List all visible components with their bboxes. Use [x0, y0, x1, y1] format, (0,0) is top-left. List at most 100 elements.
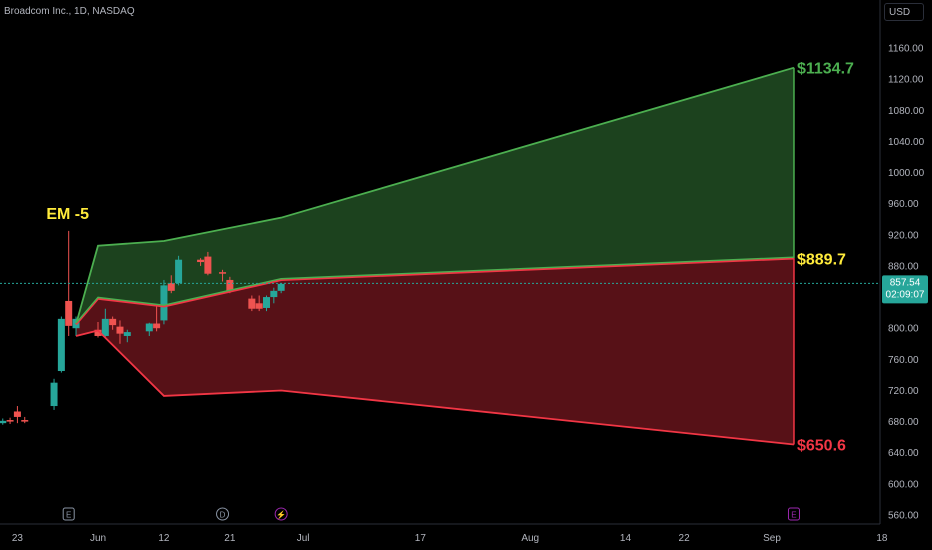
mid-target-label: $889.7 [797, 251, 846, 268]
candle-body [13, 411, 21, 417]
em-label: EM -5 [46, 206, 89, 223]
time-tick-label: 17 [415, 533, 427, 544]
price-tick-label: 560.00 [888, 511, 919, 522]
candle[interactable] [101, 308, 109, 339]
candle-body [65, 300, 73, 326]
candle[interactable] [255, 295, 263, 312]
price-tick-label: 600.00 [888, 479, 919, 490]
candle[interactable] [160, 279, 168, 325]
candle[interactable] [197, 258, 205, 266]
event-marker[interactable]: D [216, 507, 230, 521]
candle-body [153, 323, 161, 329]
candle-body [116, 326, 124, 334]
price-tick-label: 800.00 [888, 324, 919, 335]
candle-body [145, 323, 153, 332]
price-tick-label: 1000.00 [888, 168, 925, 179]
candle-body [167, 283, 175, 291]
last-price-badge-bg [882, 275, 928, 304]
candle-body [175, 259, 183, 284]
earnings-marker-icon [62, 507, 75, 521]
upper-range-fill [76, 67, 794, 325]
price-tick-label: 1160.00 [888, 44, 924, 55]
candle-body [263, 297, 270, 308]
candle-body [197, 259, 205, 263]
mid-band-line-green [75, 256, 795, 324]
candle[interactable] [145, 322, 153, 336]
candle[interactable] [0, 418, 7, 425]
candle-body [0, 420, 7, 424]
price-tick-label: 640.00 [888, 448, 919, 459]
event-marker[interactable]: ⚡ [274, 507, 288, 521]
time-tick-label: 12 [158, 533, 170, 544]
candle-body [123, 332, 131, 336]
last-price-value: 857.54 [890, 277, 921, 288]
event-marker-letter: E [791, 511, 796, 520]
bar-countdown: 02:09:07 [886, 289, 925, 300]
candle-body [6, 420, 14, 422]
candle[interactable] [204, 251, 212, 276]
candle[interactable] [123, 329, 131, 343]
last-price-badge: 857.54 02:09:07 [882, 275, 928, 304]
price-tick-label: 920.00 [888, 230, 919, 241]
dividend-marker-icon [216, 507, 230, 521]
candle-body [50, 382, 58, 407]
lower-range-fill [76, 258, 794, 445]
candle[interactable] [50, 378, 58, 410]
currency-button[interactable]: USD [884, 3, 924, 21]
candle-body [57, 318, 65, 372]
price-tick-label: 1040.00 [888, 137, 925, 148]
candle[interactable] [21, 416, 29, 424]
price-tick-label: 760.00 [888, 355, 919, 366]
candle[interactable] [219, 269, 227, 282]
time-tick-label: Aug [521, 533, 539, 544]
candle-body [219, 272, 227, 274]
time-tick-label: 23 [12, 533, 24, 544]
candle[interactable] [175, 255, 183, 286]
time-tick-label: Sep [763, 533, 781, 544]
split-marker-icon [274, 507, 288, 521]
candle[interactable] [116, 320, 124, 344]
candle-body [226, 279, 234, 291]
candle-body [109, 318, 117, 326]
earnings-marker-icon [787, 507, 800, 521]
price-tick-label: 880.00 [888, 261, 919, 272]
candle-body [94, 329, 102, 336]
candle[interactable] [153, 306, 161, 332]
time-tick-label: Jul [297, 533, 310, 544]
price-tick-label: 1120.00 [888, 75, 924, 86]
candle-body [160, 285, 168, 321]
event-marker-letter: D [220, 511, 226, 520]
lower-band-line [75, 329, 795, 446]
candle[interactable] [57, 316, 65, 373]
candle-body [21, 420, 29, 422]
upper-target-label: $1134.7 [797, 61, 854, 78]
candle[interactable] [270, 287, 278, 304]
candle[interactable] [263, 295, 270, 312]
price-tick-label: 680.00 [888, 417, 919, 428]
event-marker[interactable]: E [787, 507, 800, 521]
candle-body [270, 290, 278, 298]
mid-band-line-red [75, 257, 795, 326]
symbol-header: Broadcom Inc., 1D, NASDAQ [4, 6, 135, 17]
upper-band-line [75, 66, 795, 325]
candle[interactable] [248, 295, 256, 312]
price-tick-label: 720.00 [888, 386, 919, 397]
candle[interactable] [13, 406, 21, 424]
event-marker[interactable]: E [62, 507, 75, 521]
candle-body [248, 298, 256, 309]
time-tick-label: 21 [224, 533, 236, 544]
candle[interactable] [109, 316, 117, 330]
candle[interactable] [277, 283, 285, 294]
candle-body [277, 283, 285, 291]
event-marker-letter: E [66, 511, 71, 520]
time-tick-label: 14 [620, 533, 632, 544]
time-axis[interactable]: 23 Jun 12 21 Jul 17 Aug 14 22 Sep 18 [12, 533, 888, 544]
time-tick-label: 22 [679, 533, 691, 544]
candle[interactable] [6, 417, 14, 424]
candle[interactable] [167, 275, 175, 294]
candle-body [255, 303, 263, 309]
price-tick-label: 1080.00 [888, 106, 925, 117]
lower-target-label: $650.6 [797, 437, 846, 454]
time-tick-label: Jun [90, 533, 106, 544]
